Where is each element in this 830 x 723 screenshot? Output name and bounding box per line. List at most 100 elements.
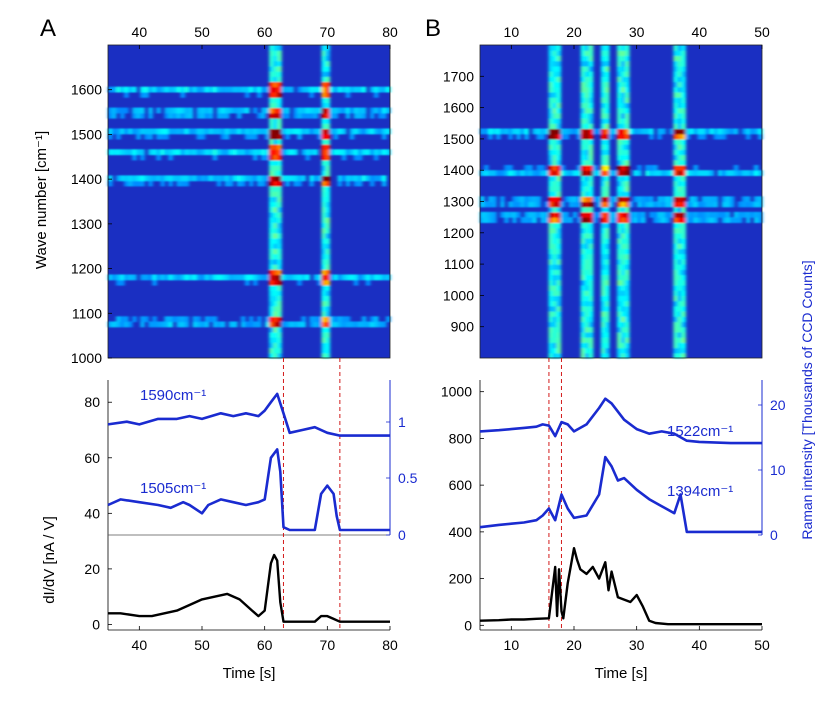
heatmap-cell	[621, 217, 626, 223]
heatmap-cell	[176, 86, 182, 93]
heatmap-cell	[556, 154, 562, 161]
heatmap-cell	[377, 321, 383, 328]
heatmap-cell	[176, 128, 182, 135]
heatmap-cell	[176, 149, 182, 156]
heatmap-cell	[584, 133, 590, 140]
heatmap-cell	[621, 227, 626, 234]
heatmap-cell	[321, 347, 327, 354]
heatmap-cell	[621, 331, 626, 338]
heatmap-cell	[269, 331, 274, 338]
heatmap-cell	[548, 107, 554, 114]
heatmap-cell	[377, 128, 383, 135]
heatmap-cell	[269, 352, 274, 359]
heatmap-cell	[584, 196, 590, 203]
heatmap-cell	[588, 201, 594, 208]
heatmap-cell	[625, 175, 630, 182]
heatmap-cell	[365, 175, 371, 182]
series-line	[107, 448, 390, 532]
heatmap-cell	[584, 45, 590, 51]
heatmap-cell	[196, 86, 202, 93]
heatmap-cell	[677, 133, 682, 140]
heatmap-cell	[277, 211, 282, 218]
heatmap-cell	[504, 170, 509, 176]
heatmap-cell	[196, 128, 202, 135]
heatmap-cell	[544, 211, 550, 218]
heatmap-cell	[681, 316, 686, 323]
heatmap-cell	[325, 342, 331, 349]
heatmap-cell	[504, 165, 509, 171]
heatmap-cell	[633, 170, 638, 176]
heatmap-cell	[232, 107, 238, 114]
heatmap-cell	[120, 316, 125, 323]
heatmap-cell	[580, 342, 586, 349]
heatmap-cell	[552, 326, 558, 333]
heatmap-cell	[273, 274, 278, 281]
heatmap-cell	[548, 138, 554, 145]
heatmap-cell	[677, 290, 682, 296]
heatmap-cell	[116, 279, 121, 286]
heatmap-cell	[580, 118, 586, 124]
heatmap-cell	[580, 50, 586, 56]
heatmap-cell	[625, 269, 630, 276]
heatmap-cell	[584, 107, 590, 114]
heatmap-cell	[265, 175, 270, 182]
heatmap-cell	[681, 81, 686, 88]
heatmap-cell	[548, 118, 554, 124]
heatmap-cell	[120, 112, 125, 119]
heatmap-cell	[556, 321, 562, 328]
heatmap-cell	[309, 180, 314, 187]
heatmap-cell	[528, 201, 533, 208]
heatmap-cell	[580, 232, 586, 239]
heatmap-cell	[313, 107, 319, 114]
heatmap-cell	[604, 305, 610, 312]
heatmap-cell	[184, 86, 190, 93]
heatmap-cell	[273, 185, 278, 192]
heatmap-cell	[321, 337, 327, 343]
y-tick-label: 1200	[71, 261, 102, 277]
heatmap-cell	[309, 86, 314, 93]
heatmap-cell	[621, 285, 626, 291]
heatmap-cell	[325, 71, 331, 77]
heatmap-cell	[325, 196, 331, 203]
heatmap-cell	[548, 232, 554, 239]
heatmap-cell	[681, 76, 686, 83]
heatmap-cell	[152, 149, 157, 156]
heatmap-cell	[136, 128, 141, 135]
heatmap-cell	[309, 107, 314, 114]
heatmap-cell	[297, 107, 302, 114]
heatmap-cell	[741, 196, 747, 203]
heatmap-cell	[349, 107, 355, 114]
heatmap-cell	[588, 118, 594, 124]
heatmap-cell	[504, 211, 509, 218]
heatmap-cell	[560, 170, 566, 176]
heatmap-cell	[741, 211, 747, 218]
heatmap-cell	[625, 238, 630, 244]
heatmap-cell	[548, 352, 554, 359]
heatmap-cell	[168, 180, 173, 187]
heatmap-cell	[285, 133, 290, 140]
heatmap-cell	[552, 295, 558, 302]
heatmap-cell	[556, 128, 562, 135]
heatmap-cell	[556, 227, 562, 234]
heatmap-cell	[540, 133, 545, 140]
heatmap-cell	[621, 86, 626, 93]
heatmap-cell	[548, 295, 554, 302]
heatmap-cell	[325, 112, 331, 119]
heatmap-cell	[584, 217, 590, 223]
heatmap-cell	[552, 279, 558, 286]
heatmap-cell	[508, 165, 513, 171]
heatmap-cell	[552, 243, 558, 249]
heatmap-cell	[600, 290, 606, 296]
heatmap-cell	[729, 128, 735, 135]
heatmap-cell	[548, 238, 554, 244]
heatmap-cell	[673, 305, 678, 312]
heatmap-cell	[220, 274, 226, 281]
heatmap-cell	[621, 295, 626, 302]
heatmap-cell	[132, 175, 137, 182]
heatmap-cell	[273, 342, 278, 349]
heatmap-cell	[273, 97, 278, 103]
heatmap-cell	[584, 290, 590, 296]
heatmap-cell	[681, 258, 686, 265]
heatmap-cell	[681, 238, 686, 244]
heatmap-cell	[584, 97, 590, 103]
